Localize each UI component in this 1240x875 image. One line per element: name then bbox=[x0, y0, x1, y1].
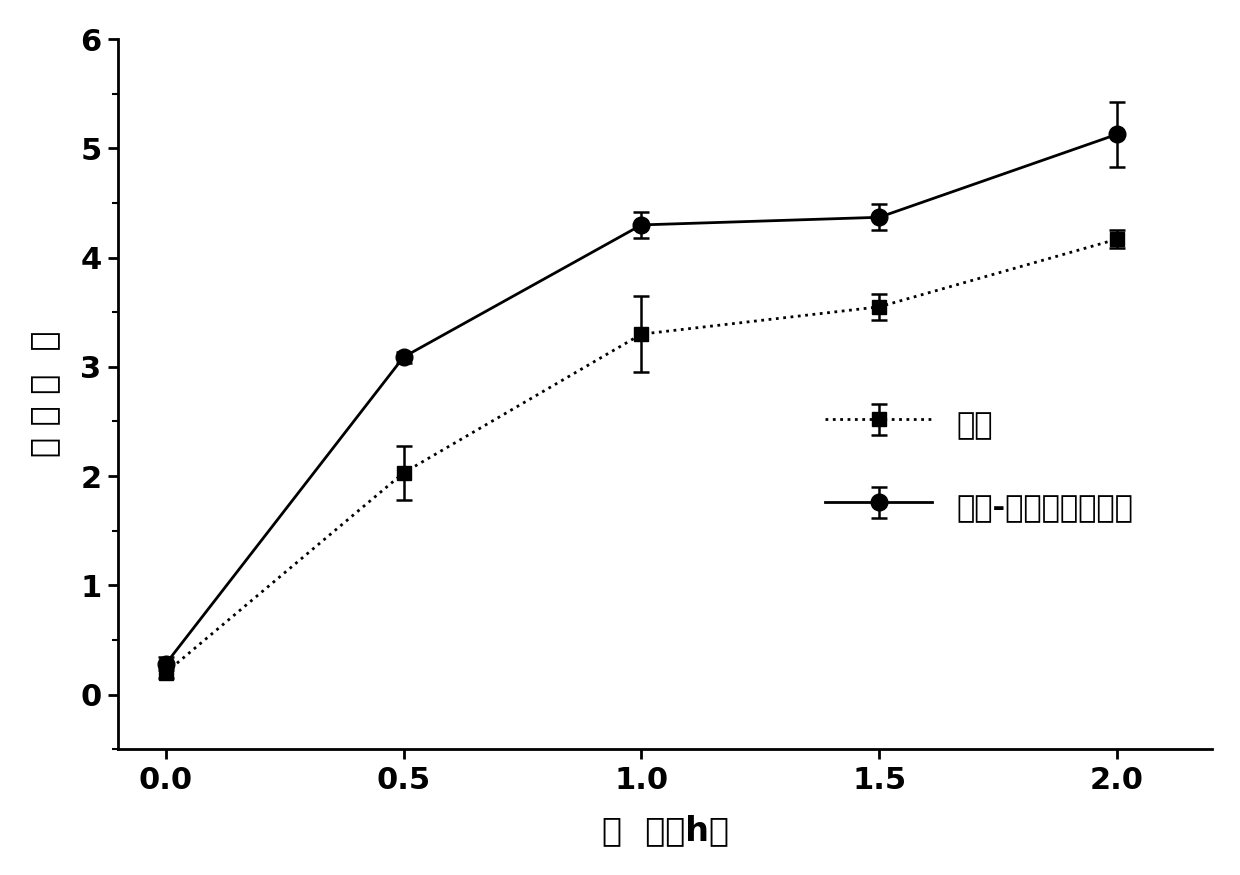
Legend: 漆酶, 漆酶-蛋白质介体体系: 漆酶, 漆酶-蛋白质介体体系 bbox=[795, 374, 1164, 556]
X-axis label: 时  间（h）: 时 间（h） bbox=[601, 815, 729, 847]
Y-axis label: 产 物 浓  度: 产 物 浓 度 bbox=[27, 331, 61, 458]
